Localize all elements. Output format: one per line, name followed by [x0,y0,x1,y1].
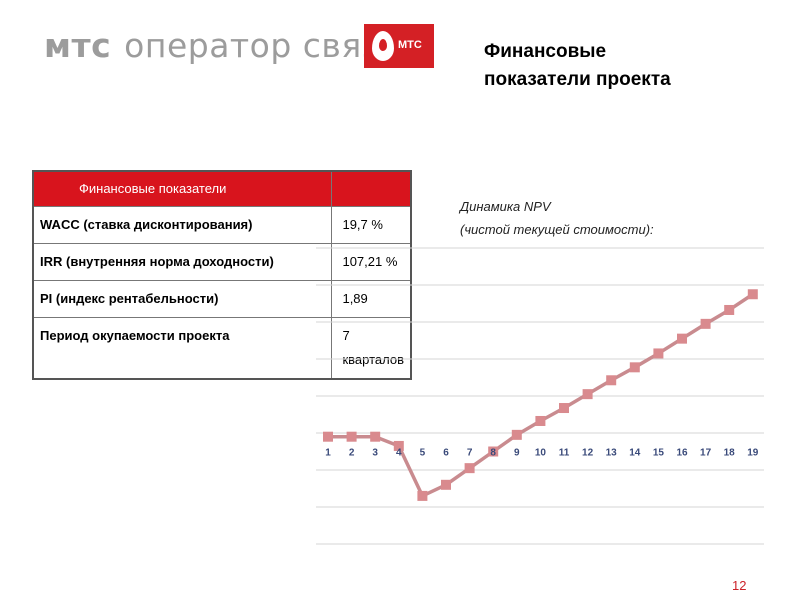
brand-wordmark: мтс оператор связи [44,26,402,65]
x-tick-label: 1 [325,448,331,459]
row-label: IRR (внутренняя норма доходности) [32,243,333,281]
row-label: Период окупаемости проекта [32,317,333,380]
x-tick-label: 6 [443,448,449,459]
npv-point [323,431,333,442]
x-tick-label: 4 [396,448,402,459]
npv-point [629,362,640,373]
chart-caption-line-2: (чистой текущей стоимости): [460,222,654,237]
x-tick-label: 11 [559,448,570,459]
row-value: 7 кварталов [331,317,412,380]
table-header-row: Финансовые показатели [32,170,412,207]
x-tick-label: 15 [653,448,665,459]
x-tick-label: 3 [372,448,378,459]
npv-point [700,318,711,329]
x-tick-label: 19 [747,448,759,459]
brand-rest: оператор связи [124,26,402,65]
npv-point [417,490,428,501]
table-row: IRR (внутренняя норма доходности) 107,21… [32,243,412,281]
row-value: 107,21 % [331,243,412,281]
brand-bold: мтс [44,26,112,65]
npv-point [441,479,451,490]
row-label: PI (индекс рентабельности) [32,280,333,318]
x-tick-label: 2 [349,448,355,459]
table-header-name: Финансовые показатели [32,170,333,207]
npv-point [606,375,617,386]
financial-indicators-table: Финансовые показатели WACC (ставка диско… [32,170,412,380]
x-tick-label: 9 [514,448,520,459]
npv-point [346,431,357,442]
slide-title: Финансовые показатели проекта [484,38,744,94]
x-tick-label: 16 [676,448,688,459]
npv-point [724,304,735,315]
chart-caption-line-1: Динамика NPV [460,199,551,214]
npv-point [582,389,593,400]
x-tick-label: 12 [582,448,594,459]
x-tick-label: 8 [490,448,496,459]
x-tick-label: 13 [606,448,618,459]
x-tick-label: 5 [420,448,426,459]
slide-title-line-2: показатели проекта [484,69,671,90]
row-value: 19,7 % [331,206,412,244]
mts-egg-icon [372,31,394,61]
chart-caption: Динамика NPV (чистой текущей стоимости): [460,195,654,241]
row-label: WACC (ставка дисконтирования) [32,206,333,244]
npv-point [464,463,475,474]
slide-title-line-1: Финансовые [484,41,607,62]
table-row: PI (индекс рентабельности) 1,89 [32,280,412,318]
npv-point [559,403,569,414]
mts-logo: МТС [364,24,434,68]
x-tick-label: 10 [535,448,547,459]
npv-point [653,348,664,359]
table-row: WACC (ставка дисконтирования) 19,7 % [32,206,412,244]
npv-point [393,440,404,451]
npv-point [677,333,687,344]
x-tick-label: 18 [724,448,736,459]
page-number: 12 [732,578,747,593]
npv-point [535,415,546,426]
npv-point [488,446,499,457]
row-value: 1,89 [331,280,412,318]
npv-point [747,289,758,300]
x-tick-label: 14 [629,448,641,459]
npv-point [511,429,522,440]
x-tick-label: 7 [467,448,473,459]
logo-text: МТС [398,39,422,51]
npv-series-line [328,292,754,498]
npv-point [370,431,381,442]
x-tick-label: 17 [700,448,712,459]
table-row: Период окупаемости проекта 7 кварталов [32,317,412,380]
